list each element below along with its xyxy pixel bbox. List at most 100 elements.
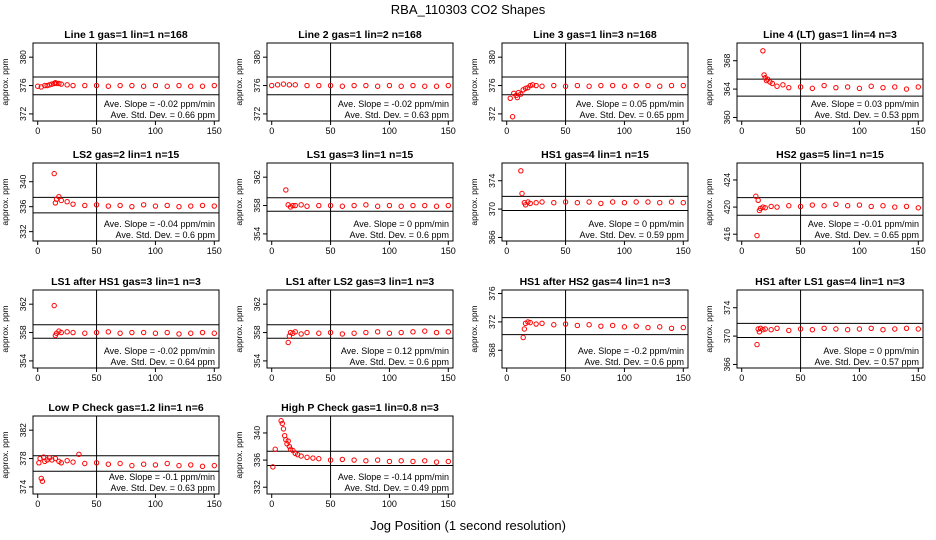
y-tick-label: 368	[487, 343, 497, 357]
data-point	[868, 83, 874, 89]
data-point	[633, 199, 639, 205]
page-title: RBA_110303 CO2 Shapes	[390, 2, 546, 17]
data-point	[117, 330, 123, 336]
data-point	[533, 200, 539, 206]
panel-11: HS1 after HS2 gas=4 lin=1 n=3 0 50 100 150 36…	[469, 276, 691, 383]
data-point	[272, 446, 278, 452]
x-tick-label: 100	[148, 499, 163, 509]
data-point	[93, 329, 100, 336]
data-point	[520, 334, 526, 341]
data-point	[598, 82, 604, 89]
data-point	[422, 458, 428, 464]
data-point	[645, 82, 651, 89]
data-point	[280, 81, 287, 87]
data-point	[274, 82, 281, 88]
data-point	[398, 458, 404, 464]
y-tick-label: 370	[722, 329, 732, 343]
y-tick-label: 378	[18, 451, 28, 465]
data-point	[51, 170, 57, 177]
data-point	[211, 462, 217, 469]
y-tick-label: 362	[252, 297, 262, 311]
data-point	[164, 202, 170, 209]
data-point	[46, 82, 53, 88]
data-point	[386, 202, 393, 209]
plot-frame	[501, 42, 689, 122]
y-tick-label: 372	[487, 107, 497, 121]
slope-annotation: Ave. Slope = -0.2 ppm/min	[578, 346, 684, 356]
y-tick-label: 354	[18, 354, 28, 368]
data-point	[82, 202, 88, 209]
x-tick-label: 150	[207, 246, 222, 256]
x-tick-label: 100	[617, 246, 632, 256]
y-axis-label: approx. ppm	[234, 178, 244, 225]
data-point	[422, 202, 428, 209]
y-tick-label: 340	[252, 426, 262, 440]
data-point	[892, 326, 898, 332]
y-tick-label: 376	[487, 286, 497, 300]
data-point	[574, 82, 581, 89]
x-tick-label: 100	[617, 373, 632, 383]
x-tick-label: 150	[911, 246, 926, 256]
x-tick-label: 0	[35, 126, 40, 136]
data-point	[105, 461, 112, 467]
y-tick-label: 376	[487, 78, 497, 92]
data-point	[70, 329, 76, 336]
data-point	[445, 202, 451, 209]
y-tick-label: 368	[722, 53, 732, 67]
data-point	[39, 478, 46, 484]
panel-10: LS1 after LS2 gas=3 lin=1 n=3 0 50 100 150 35…	[234, 276, 456, 383]
data-point	[117, 202, 123, 209]
data-point	[316, 202, 322, 209]
data-point	[786, 327, 792, 334]
data-point	[129, 462, 135, 469]
panel-title: HS1 after LS1 gas=4 lin=1 n=3	[755, 276, 905, 288]
y-tick-label: 370	[487, 202, 497, 216]
data-point	[327, 82, 334, 89]
data-point	[199, 329, 206, 336]
x-tick-label: 100	[382, 126, 397, 136]
y-axis-label: approx. ppm	[234, 431, 244, 478]
data-point	[754, 341, 760, 348]
data-point	[769, 80, 776, 87]
slope-annotation: Ave. Slope = -0.02 ppm/min	[104, 99, 215, 109]
data-point	[754, 232, 760, 239]
y-tick-label: 358	[252, 325, 262, 339]
plot-frame	[32, 415, 220, 495]
data-point	[292, 329, 298, 335]
plot-frame	[266, 415, 454, 495]
x-tick-label: 50	[796, 246, 806, 256]
data-point	[755, 197, 761, 204]
data-point	[880, 203, 886, 209]
data-point	[780, 82, 786, 88]
data-point	[433, 459, 440, 465]
data-point	[93, 82, 100, 89]
stddev-annotation: Ave. Std. Dev. = 0.59 ppm	[580, 230, 684, 240]
data-point	[298, 331, 304, 337]
panel-title: Line 3 gas=1 lin=3 n=168	[533, 29, 657, 41]
data-point	[304, 329, 310, 336]
x-tick-label: 50	[92, 373, 102, 383]
data-point	[398, 83, 404, 89]
data-point	[562, 83, 569, 89]
data-point	[152, 203, 159, 209]
stddev-annotation: Ave. Std. Dev. = 0.49 ppm	[345, 483, 449, 493]
y-tick-label: 366	[487, 230, 497, 244]
data-point	[410, 82, 416, 89]
x-tick-label: 100	[852, 373, 867, 383]
data-point	[668, 325, 675, 331]
panel-1: Line 1 gas=1 lin=1 n=168 0 50 100 150 372 376 3…	[0, 29, 222, 136]
panel-title: LS1 after LS2 gas=3 lin=1 n=3	[286, 276, 435, 288]
stddev-annotation: Ave. Std. Dev. = 0.6 ppm	[350, 230, 449, 240]
stddev-annotation: Ave. Std. Dev. = 0.63 ppm	[111, 483, 215, 493]
data-point	[105, 83, 112, 89]
data-point	[188, 203, 194, 209]
data-point	[188, 83, 194, 89]
slope-annotation: Ave. Slope = 0.03 ppm/min	[811, 99, 919, 109]
data-point	[539, 320, 545, 327]
x-tick-label: 0	[739, 126, 744, 136]
data-point	[58, 81, 64, 87]
data-point	[833, 84, 839, 91]
x-tick-label: 150	[911, 373, 926, 383]
stddev-annotation: Ave. Std. Dev. = 0.6 ppm	[116, 230, 215, 240]
data-point	[574, 200, 581, 206]
